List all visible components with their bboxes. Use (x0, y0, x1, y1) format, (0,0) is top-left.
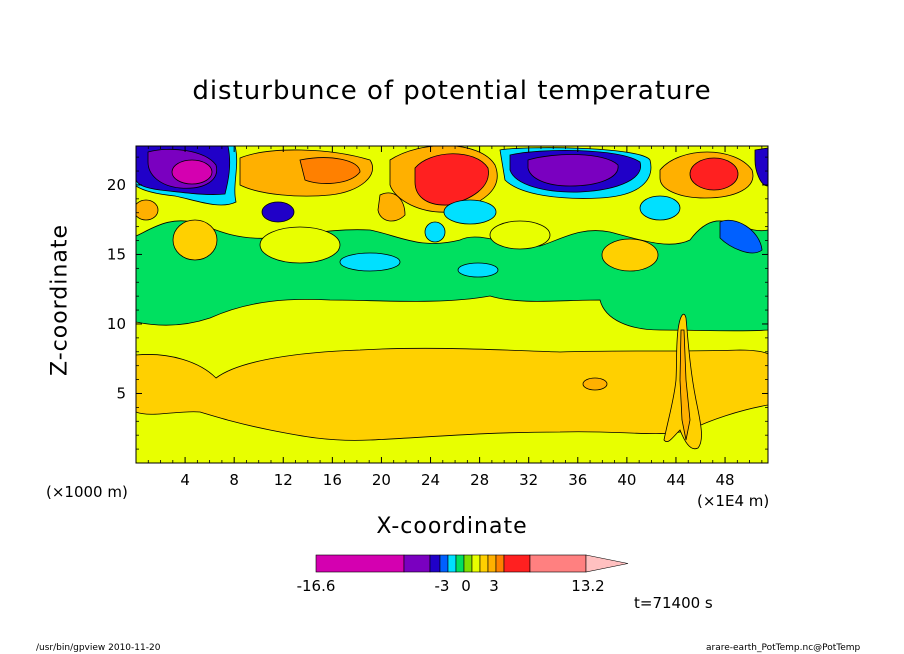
footer-program-date: /usr/bin/gpview 2010-11-20 (36, 643, 161, 653)
x-tick-label: 40 (617, 471, 636, 489)
x-tick-label: 12 (274, 471, 293, 489)
colorbar-swatch (447, 554, 457, 573)
time-annotation: t=71400 s (634, 594, 713, 612)
x-unit-left: (×1000 m) (46, 483, 128, 501)
y-axis-label: Z-coordinate (47, 224, 73, 376)
x-tick-label: 16 (323, 471, 342, 489)
x-tick-label: 4 (180, 471, 190, 489)
colorbar-tick-label: 0 (461, 577, 471, 595)
colorbar-swatch (439, 554, 449, 573)
chart-title: disturbunce of potential temperature (192, 76, 712, 106)
colorbar-swatch (503, 554, 531, 573)
y-axis-ticks: 5 10 15 20 (107, 156, 768, 450)
colorbar-min-label: -16.6 (297, 577, 336, 595)
x-tick-label: 36 (568, 471, 587, 489)
footer-source-file: arare-earth_PotTemp.nc@PotTemp (706, 643, 861, 653)
colorbar-swatch (463, 554, 473, 573)
x-unit-right: (×1E4 m) (697, 492, 770, 510)
colorbar-swatch (455, 554, 465, 573)
colorbar-arrow (585, 554, 629, 573)
x-tick-label: 8 (229, 471, 239, 489)
x-tick-label: 24 (421, 471, 440, 489)
y-tick-label: 15 (107, 245, 126, 263)
colorbar-max-label: 13.2 (571, 577, 604, 595)
x-axis-label: X-coordinate (376, 514, 528, 539)
colorbar-swatch (315, 554, 405, 573)
colorbar-tick-label: 3 (489, 577, 499, 595)
x-tick-label: 32 (519, 471, 538, 489)
colorbar: -16.6 -3 0 3 13.2 (297, 554, 629, 595)
colorbar-swatch (479, 554, 489, 573)
colorbar-swatch (529, 554, 587, 573)
y-tick-label: 10 (107, 315, 126, 333)
colorbar-swatch (487, 554, 497, 573)
colorbar-swatch (429, 554, 441, 573)
x-tick-label: 48 (716, 471, 735, 489)
contour-field (136, 146, 768, 463)
y-tick-label: 5 (116, 384, 126, 402)
x-axis-ticks: 4 8 12 16 20 24 28 32 36 40 44 48 (147, 146, 763, 489)
x-tick-label: 44 (666, 471, 685, 489)
colorbar-swatch (471, 554, 481, 573)
colorbar-swatch (403, 554, 431, 573)
x-tick-label: 28 (470, 471, 489, 489)
y-tick-label: 20 (107, 176, 126, 194)
colorbar-swatch (495, 554, 505, 573)
colorbar-tick-label: -3 (435, 577, 450, 595)
x-tick-label: 20 (372, 471, 391, 489)
